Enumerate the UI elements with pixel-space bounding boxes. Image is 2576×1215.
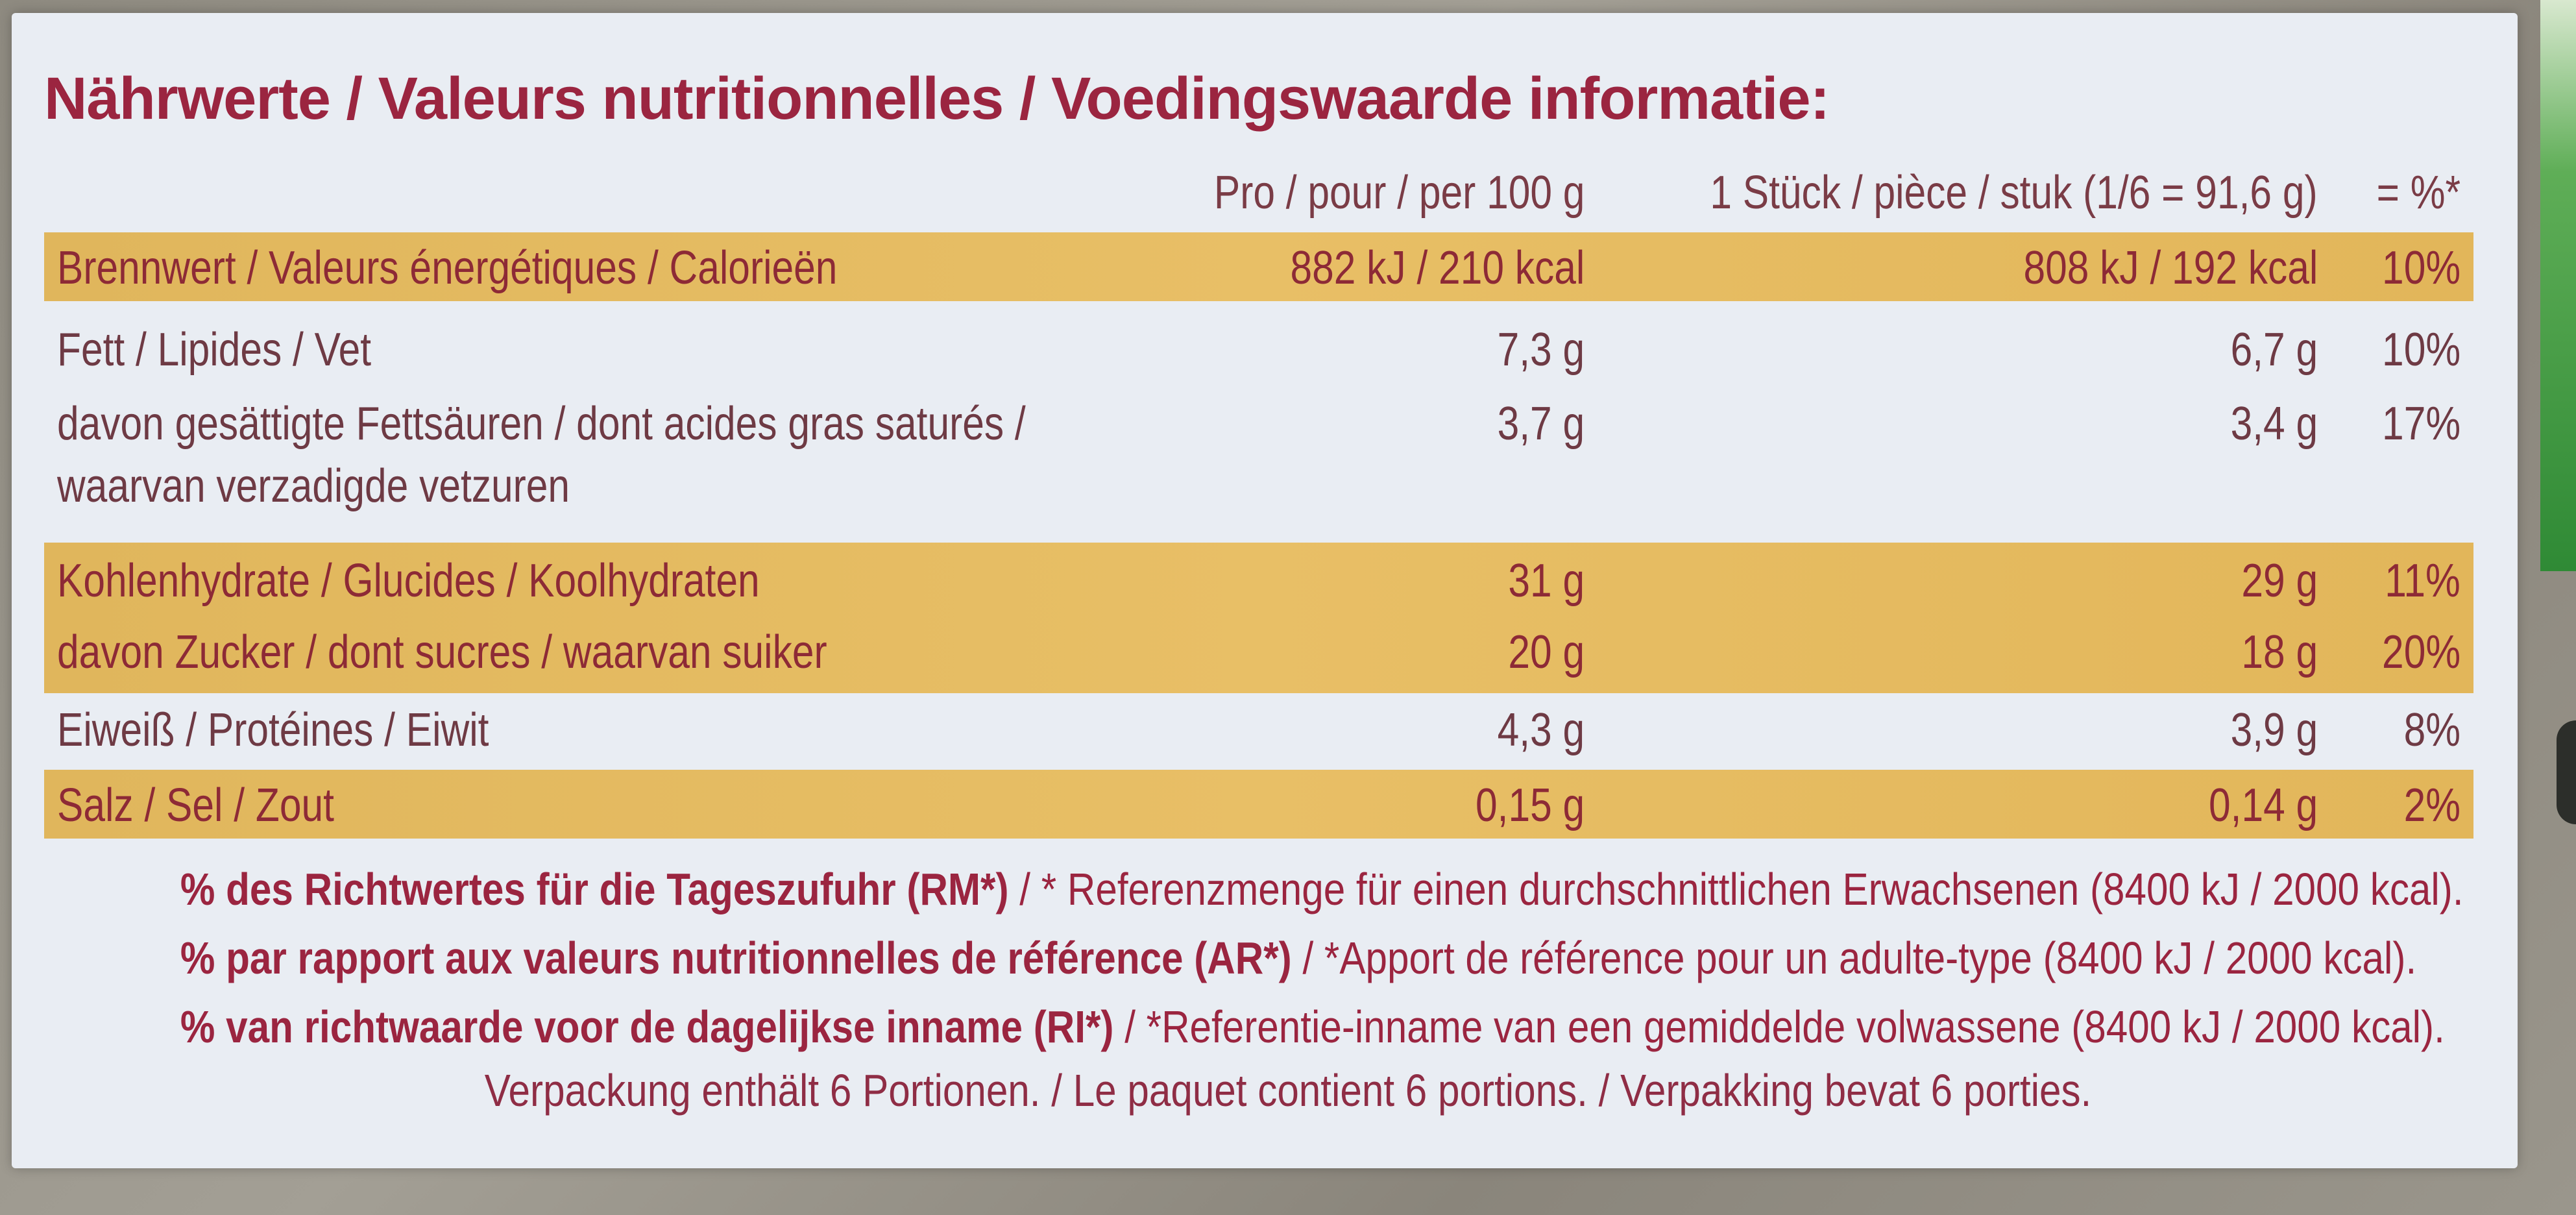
value-per-portion: 3,4 g [2230, 398, 2318, 450]
footnote-fr: % par rapport aux valeurs nutritionnelle… [180, 932, 2416, 984]
footnote-de: % des Richtwertes für die Tageszufuhr (R… [180, 863, 2464, 915]
column-header-row: Pro / pour / per 100 g 1 Stück / pièce /… [44, 164, 2473, 222]
nutrient-name: Kohlenhydrate / Glucides / Koolhydraten [57, 555, 760, 607]
per-portion-header: 1 Stück / pièce / stuk (1/6 = 91,6 g) [1710, 167, 2318, 219]
value-percent: 17% [2381, 398, 2461, 450]
value-per-portion-sugars: 18 g [2241, 626, 2318, 678]
value-percent: 10% [2381, 242, 2461, 294]
value-per-portion: 3,9 g [2230, 704, 2318, 756]
nutrient-row-energy: Brennwert / Valeurs énergétiques / Calor… [44, 232, 2473, 301]
value-per-100g-sugars: 20 g [1508, 626, 1585, 678]
value-percent: 2% [2403, 779, 2461, 831]
value-per-100g: 4,3 g [1497, 704, 1585, 756]
per-100g-header: Pro / pour / per 100 g [1213, 167, 1585, 219]
value-per-100g: 882 kJ / 210 kcal [1290, 242, 1585, 294]
footnote-nl-text: / *Referentie-inname van een gemiddelde … [1113, 1001, 2445, 1052]
nutrient-row-carbohydrates: Kohlenhydrate / Glucides / Koolhydraten … [44, 543, 2473, 693]
value-percent: 10% [2381, 324, 2461, 376]
footnote-de-bold: % des Richtwertes für die Tageszufuhr (R… [180, 864, 1009, 914]
nutrient-name: Fett / Lipides / Vet [57, 324, 372, 376]
nutrient-name: davon gesättigte Fettsäuren / dont acide… [57, 398, 1026, 450]
green-packaging-edge [2540, 0, 2576, 571]
nutrient-name-line2: waarvan verzadigde vetzuren [57, 460, 570, 512]
value-per-100g: 0,15 g [1475, 779, 1585, 831]
footnote-nl-bold: % van richtwaarde voor de dagelijkse inn… [180, 1001, 1114, 1052]
footnote-fr-bold: % par rapport aux valeurs nutritionnelle… [180, 933, 1292, 983]
nutrient-row-salt: Salz / Sel / Zout 0,15 g 0,14 g 2% [44, 770, 2473, 839]
footnote-fr-text: / *Apport de référence pour un adulte-ty… [1291, 933, 2417, 983]
value-percent: 8% [2403, 704, 2461, 756]
nutrient-name: Eiweiß / Protéines / Eiwit [57, 704, 489, 756]
value-per-portion: 6,7 g [2230, 324, 2318, 376]
value-per-100g: 31 g [1508, 555, 1585, 607]
package-portion-note: Verpackung enthält 6 Portionen. / Le paq… [484, 1065, 2092, 1116]
footnote-de-text: / * Referenzmenge für einen durchschnitt… [1008, 864, 2464, 914]
nutrition-title: Nährwerte / Valeurs nutritionnelles / Vo… [44, 66, 1830, 132]
nutrient-row-fat: Fett / Lipides / Vet 7,3 g 6,7 g 10% [44, 317, 2473, 382]
value-per-portion: 0,14 g [2208, 779, 2318, 831]
value-per-portion: 808 kJ / 192 kcal [2023, 242, 2318, 294]
nutrient-name: Salz / Sel / Zout [57, 779, 334, 831]
value-percent: 11% [2385, 555, 2461, 607]
value-per-100g: 7,3 g [1497, 324, 1585, 376]
nutrient-row-protein: Eiweiß / Protéines / Eiwit 4,3 g 3,9 g 8… [44, 696, 2473, 765]
value-percent-sugars: 20% [2381, 626, 2461, 678]
percent-header: = %* [2376, 167, 2461, 219]
nutrient-row-saturated-fat: davon gesättigte Fettsäuren / dont acide… [44, 392, 2473, 522]
value-per-100g: 3,7 g [1497, 398, 1585, 450]
nutrient-name: Brennwert / Valeurs énergétiques / Calor… [57, 242, 838, 294]
footnote-nl: % van richtwaarde voor de dagelijkse inn… [180, 1001, 2445, 1053]
value-per-portion: 29 g [2241, 555, 2318, 607]
nutrient-name-sugars: davon Zucker / dont sucres / waarvan sui… [57, 626, 827, 678]
dark-packaging-edge [2557, 720, 2576, 824]
